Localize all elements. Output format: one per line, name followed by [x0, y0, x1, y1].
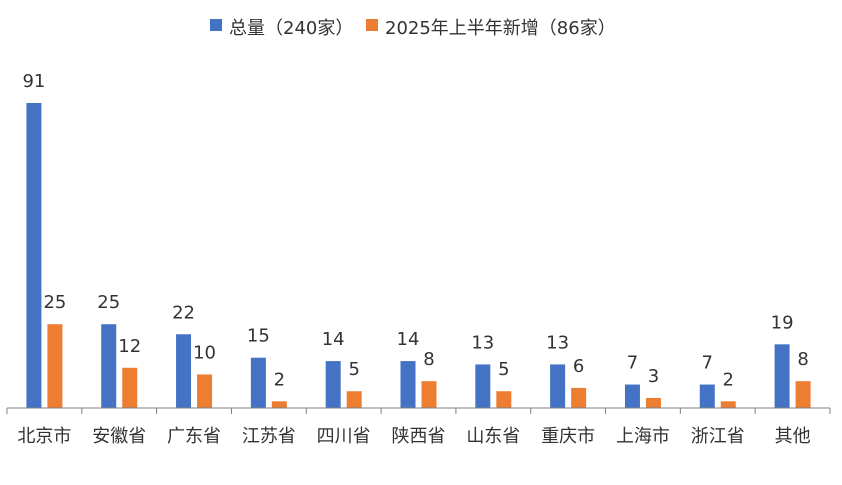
bar-value-label-series-0: 13 [546, 332, 569, 353]
bar-value-label-series-0: 25 [97, 292, 120, 313]
x-axis-tick-labels: 北京市 安徽省 广东省 江苏省 四川省 陕西省 山东省 重庆市 上海市 浙江省 其他 [17, 426, 810, 447]
bar-value-label-series-0: 15 [247, 326, 270, 347]
bar-value-label-series-0: 7 [627, 353, 638, 374]
bar-value-label-series-1: 2 [274, 369, 285, 390]
bar-series-0 [774, 344, 790, 408]
bars-layer [26, 103, 811, 408]
bar-series-1 [346, 391, 362, 408]
x-axis-tick-label: 陕西省 [392, 426, 446, 447]
x-axis-tick-label: 浙江省 [691, 426, 745, 447]
legend-swatch-series-1 [366, 19, 378, 31]
bar-series-1 [795, 381, 811, 408]
x-axis-tick-label: 安徽省 [92, 426, 146, 447]
bar-value-label-series-1: 25 [43, 292, 66, 313]
bar-value-label-series-1: 2 [723, 369, 734, 390]
bar-series-1 [197, 374, 213, 408]
legend-swatch-series-0 [210, 19, 222, 31]
bar-value-label-series-0: 14 [397, 329, 420, 350]
bar-value-label-series-1: 10 [193, 342, 216, 363]
x-axis-tick-label: 广东省 [167, 426, 221, 447]
bar-value-label-series-0: 91 [22, 71, 45, 92]
x-axis-tick-label: 北京市 [17, 426, 71, 447]
bar-series-1 [571, 387, 587, 408]
bar-series-0 [400, 361, 416, 408]
bar-series-1 [421, 381, 437, 408]
x-axis-tick-label: 四川省 [317, 426, 371, 447]
bar-series-0 [699, 384, 715, 408]
x-axis-tick-label: 山东省 [466, 426, 520, 447]
legend-label-series-0: 总量（240家） [229, 18, 353, 39]
bar-value-label-series-1: 8 [423, 349, 434, 370]
bar-value-label-series-1: 12 [118, 336, 141, 357]
bar-value-label-series-1: 3 [648, 366, 659, 387]
bar-series-0 [475, 364, 491, 408]
bar-series-1 [271, 401, 287, 408]
bar-value-label-series-0: 22 [172, 302, 195, 323]
bar-series-0 [550, 364, 566, 408]
x-axis-tick-label: 其他 [775, 426, 811, 447]
bar-series-1 [122, 367, 138, 408]
bar-series-0 [250, 357, 266, 408]
bar-series-0 [26, 103, 42, 408]
bar-value-label-series-0: 7 [702, 353, 713, 374]
bar-value-label-series-0: 19 [771, 312, 794, 333]
bar-series-0 [176, 334, 192, 408]
bar-series-0 [101, 324, 117, 408]
legend-label-series-1: 2025年上半年新增（86家） [385, 18, 616, 39]
bar-value-label-series-1: 8 [797, 349, 808, 370]
bar-series-1 [496, 391, 512, 408]
bar-series-1 [720, 401, 736, 408]
bar-series-1 [47, 324, 63, 408]
bar-series-0 [624, 384, 640, 408]
bar-value-label-series-0: 14 [322, 329, 345, 350]
bar-value-label-series-1: 5 [498, 359, 509, 380]
x-axis-tick-label: 重庆市 [541, 426, 595, 447]
legend: 总量（240家） 2025年上半年新增（86家） [210, 18, 616, 39]
x-axis-tick-label: 江苏省 [242, 426, 296, 447]
bar-value-label-series-1: 6 [573, 356, 584, 377]
bar-value-label-series-0: 13 [471, 332, 494, 353]
bar-series-1 [645, 397, 661, 408]
x-axis-tick-label: 上海市 [616, 426, 670, 447]
bar-value-label-series-1: 5 [348, 359, 359, 380]
x-axis-ticks [6, 408, 831, 414]
bar-series-0 [325, 361, 341, 408]
